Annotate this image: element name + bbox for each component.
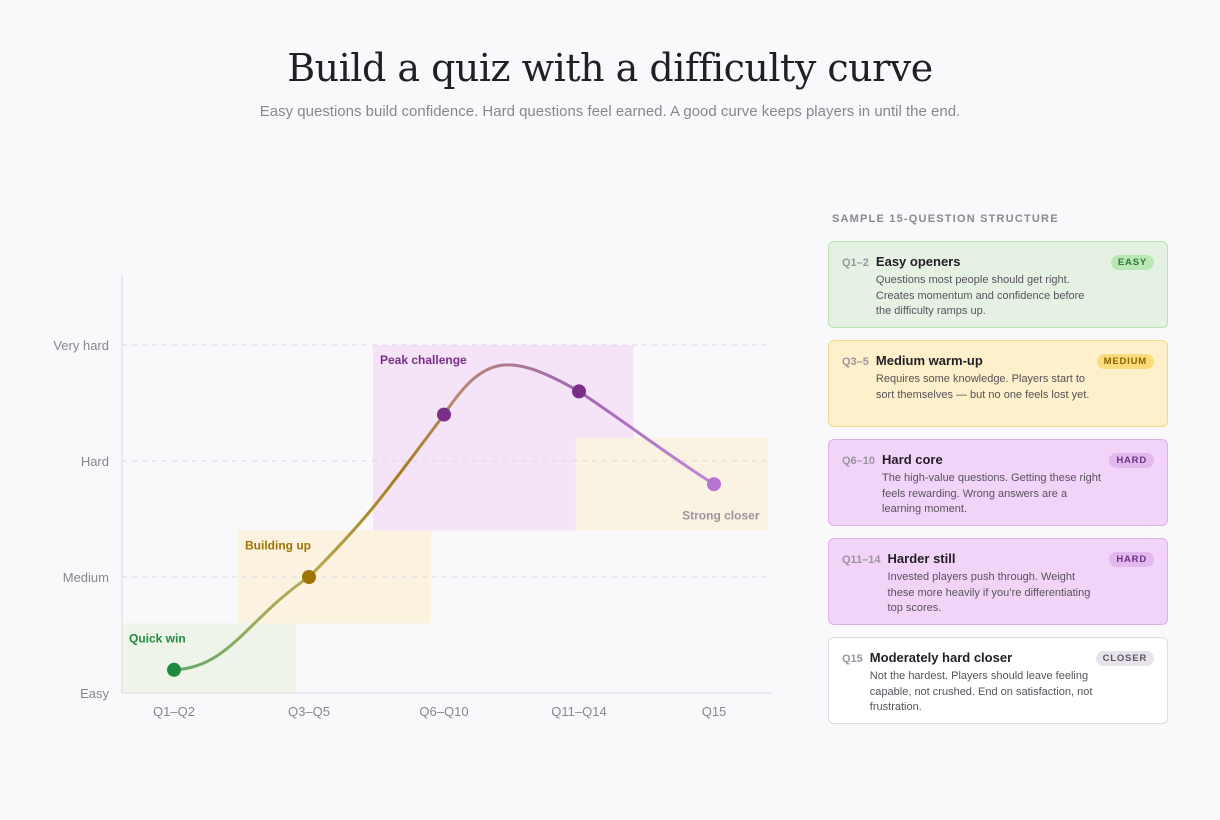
card-range: Q3–5	[842, 356, 869, 368]
zone-label: Peak challenge	[380, 353, 467, 367]
card-description: Requires some knowledge. Players start t…	[875, 373, 1090, 401]
difficulty-badge: MEDIUM	[1096, 354, 1154, 369]
card-title: Easy openers	[875, 254, 961, 269]
data-points	[167, 384, 721, 677]
card-range: Q11–14	[842, 554, 881, 566]
difficulty-badge: HARD	[1109, 552, 1154, 567]
y-tick-label: Very hard	[53, 338, 109, 353]
card-title: Harder still	[887, 551, 956, 566]
grid-lines	[122, 344, 772, 578]
zone-3	[575, 437, 769, 531]
zone-label: Quick win	[129, 631, 186, 645]
card-range: Q1–2	[842, 257, 869, 269]
data-point-3	[572, 384, 586, 399]
card-title: Moderately hard closer	[869, 650, 1013, 665]
x-tick-label: Q3–Q5	[288, 704, 330, 719]
card-title: Hard core	[882, 452, 943, 467]
difficulty-badge: HARD	[1109, 453, 1154, 468]
card-title: Medium warm-up	[875, 353, 983, 368]
card-hard-core: Q6–10 Hard core The high-value questions…	[828, 439, 1168, 526]
x-tick-labels: Q1–Q2 Q3–Q5 Q6–Q10 Q11–Q14 Q15	[153, 704, 726, 719]
y-tick-labels: Easy Medium Hard Very hard	[53, 338, 109, 701]
card-description: Questions most people should get right. …	[875, 274, 1085, 317]
difficulty-badge: CLOSER	[1095, 651, 1154, 666]
x-tick-label: Q1–Q2	[153, 704, 195, 719]
card-easy-openers: Q1–2 Easy openers Questions most people …	[828, 241, 1168, 328]
data-point-4	[707, 477, 721, 492]
card-description: Invested players push through. Weight th…	[887, 571, 1091, 614]
card-range: Q15	[842, 653, 863, 665]
card-description: The high-value questions. Getting these …	[882, 472, 1101, 515]
difficulty-zones	[122, 345, 769, 693]
card-description: Not the hardest. Players should leave fe…	[869, 670, 1093, 713]
card-medium-warm-up: Q3–5 Medium warm-up Requires some knowle…	[828, 340, 1168, 427]
zone-label: Strong closer	[682, 509, 760, 523]
x-tick-label: Q15	[702, 704, 727, 719]
y-tick-label: Easy	[80, 686, 109, 701]
card-closer: Q15 Moderately hard closer Not the harde…	[828, 637, 1168, 724]
x-tick-label: Q11–Q14	[551, 704, 606, 719]
difficulty-chart: Easy Medium Hard Very hard Q1–Q2 Q3–Q5 Q6–Q10…	[53, 275, 772, 719]
difficulty-badge: EASY	[1110, 255, 1154, 270]
card-range: Q6–10	[842, 455, 876, 467]
card-harder-still: Q11–14 Harder still Invested players pus…	[828, 538, 1168, 625]
page-title: Build a quiz with a difficulty curve	[287, 46, 933, 90]
zone-label: Building up	[245, 539, 311, 553]
y-tick-label: Hard	[81, 454, 109, 469]
data-point-0	[167, 662, 181, 677]
zone-labels: Quick win Building up Peak challenge Strong…	[129, 353, 760, 645]
zone-0	[122, 623, 296, 693]
sidebar-heading: SAMPLE 15-QUESTION STRUCTURE	[832, 213, 1059, 225]
page-subtitle: Easy questions build confidence. Hard qu…	[259, 103, 961, 120]
structure-cards: Q1–2 Easy openers Questions most people …	[828, 241, 1168, 736]
data-point-2	[437, 407, 451, 422]
y-tick-label: Medium	[63, 570, 109, 585]
x-tick-label: Q6–Q10	[419, 704, 468, 719]
data-point-1	[302, 570, 316, 584]
